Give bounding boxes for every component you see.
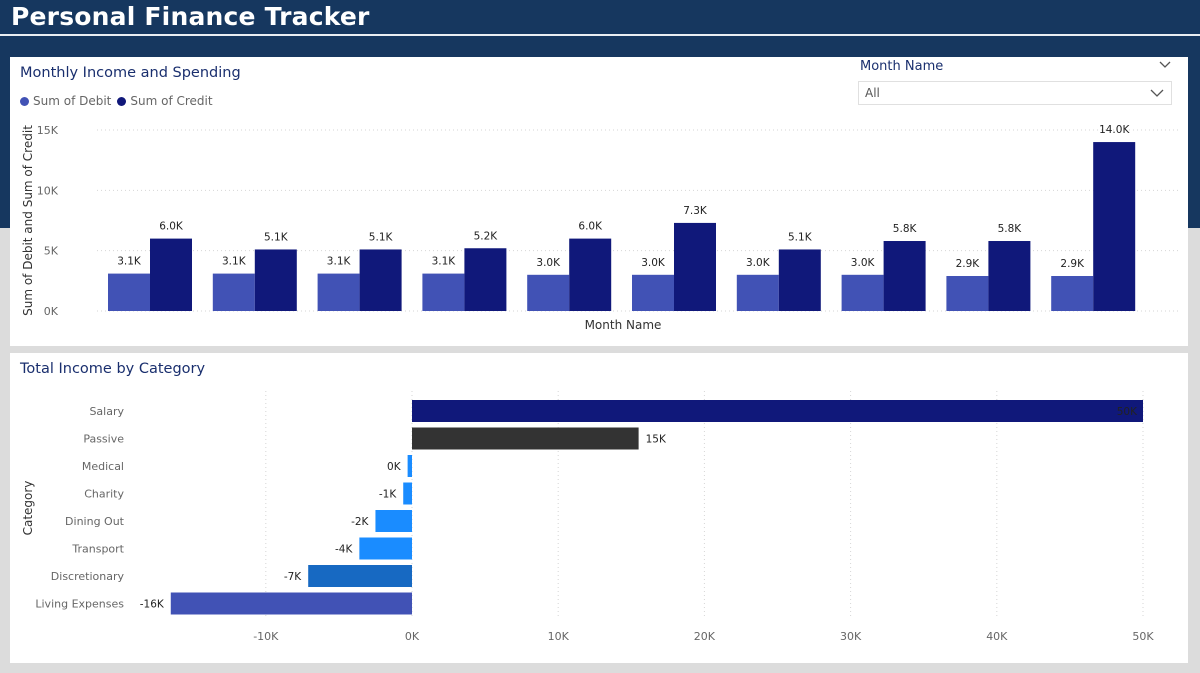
- debit-data-label: 3.0K: [746, 257, 771, 269]
- credit-bar: [988, 241, 1031, 311]
- category-data-label: -1K: [379, 489, 397, 501]
- credit-data-label: 5.1K: [264, 231, 289, 243]
- category-data-label: 0K: [387, 461, 402, 473]
- x-tick-label: 20K: [694, 630, 716, 643]
- y-tick-label: 0K: [44, 305, 59, 318]
- credit-bar: [674, 222, 716, 311]
- category-label: Salary: [89, 405, 124, 418]
- credit-data-label: 5.1K: [788, 231, 813, 243]
- x-tick-label: 40K: [986, 630, 1008, 643]
- month-slicer-dropdown[interactable]: All: [858, 81, 1172, 105]
- legend-swatch-debit: [20, 96, 29, 106]
- y-axis-title: Sum of Debit and Sum of Credit: [21, 125, 35, 316]
- monthly-chart-title: Monthly Income and Spending: [20, 65, 241, 81]
- credit-bar: [883, 241, 926, 311]
- month-slicer-label: Month Name: [860, 59, 944, 74]
- chevron-down-icon: [1150, 89, 1164, 97]
- category-bar-chart: -10K 0K 10K 20K 30K 40K 50K Category Salary 50K Pa…: [21, 391, 1154, 643]
- x-tick-label: -10K: [253, 630, 279, 643]
- credit-bar: [1093, 142, 1136, 311]
- category-bar: [308, 565, 412, 587]
- legend-item-debit[interactable]: Sum of Debit: [20, 94, 111, 108]
- credit-data-label: 7.3K: [683, 205, 708, 217]
- credit-bar: [359, 249, 402, 311]
- credit-bar: [254, 249, 297, 311]
- debit-data-label: 3.1K: [117, 256, 142, 268]
- category-bar: [170, 592, 412, 615]
- debit-data-label: 2.9K: [956, 258, 981, 270]
- legend-label-credit: Sum of Credit: [130, 94, 213, 108]
- monthly-chart-legend: Sum of Debit Sum of Credit: [20, 94, 219, 108]
- y-tick-label: 15K: [37, 124, 59, 137]
- debit-bar: [212, 273, 255, 311]
- credit-bar: [569, 238, 612, 311]
- debit-bar: [527, 274, 570, 311]
- debit-bar: [841, 274, 884, 311]
- legend-item-credit[interactable]: Sum of Credit: [117, 94, 213, 108]
- credit-data-label: 5.8K: [998, 223, 1023, 235]
- category-label: Discretionary: [51, 570, 125, 583]
- debit-bar: [1051, 276, 1094, 311]
- category-label: Transport: [71, 543, 124, 556]
- category-data-label: -4K: [335, 544, 353, 556]
- debit-bar: [317, 273, 360, 311]
- credit-data-label: 5.1K: [369, 231, 394, 243]
- credit-data-label: 6.0K: [159, 221, 184, 233]
- category-data-label: -7K: [284, 571, 302, 583]
- category-bar: [412, 400, 1143, 422]
- debit-data-label: 3.1K: [432, 256, 457, 268]
- credit-data-label: 14.0K: [1099, 124, 1130, 136]
- category-bar: [407, 455, 412, 477]
- debit-data-label: 3.0K: [536, 257, 561, 269]
- category-label: Medical: [82, 460, 124, 473]
- category-bar: [375, 510, 412, 532]
- credit-data-label: 6.0K: [578, 221, 603, 233]
- category-data-label: 15K: [646, 434, 667, 446]
- debit-data-label: 3.0K: [851, 257, 876, 269]
- credit-bar: [464, 248, 507, 311]
- slicer-collapse-chevron-icon[interactable]: [1158, 57, 1172, 71]
- category-bar: [412, 427, 639, 450]
- debit-bar: [108, 273, 150, 311]
- x-tick-label: 30K: [840, 630, 862, 643]
- legend-swatch-credit: [117, 96, 127, 106]
- legend-label-debit: Sum of Debit: [33, 94, 112, 108]
- category-label: Living Expenses: [35, 598, 124, 611]
- category-bar: [403, 482, 412, 505]
- x-tick-label: 0K: [405, 630, 420, 643]
- credit-bar: [150, 238, 192, 311]
- category-data-label: -2K: [351, 516, 369, 528]
- category-label: Dining Out: [65, 515, 125, 528]
- category-data-label: 50K: [1117, 406, 1138, 418]
- y-tick-label: 10K: [37, 184, 59, 197]
- credit-data-label: 5.8K: [893, 223, 918, 235]
- x-axis-title: Month Name: [585, 318, 662, 332]
- category-chart-panel: Total Income by Category -10K 0K 10K 20K 30K…: [10, 353, 1188, 663]
- debit-bar: [422, 273, 465, 311]
- debit-data-label: 3.0K: [641, 257, 666, 269]
- monthly-chart-panel: Monthly Income and Spending Sum of Debit…: [10, 57, 1188, 346]
- category-bar: [359, 537, 412, 560]
- debit-bar: [946, 276, 989, 311]
- debit-data-label: 3.1K: [222, 256, 247, 268]
- category-chart-title: Total Income by Category: [20, 361, 206, 377]
- debit-data-label: 3.1K: [327, 256, 352, 268]
- page-title: Personal Finance Tracker: [11, 2, 370, 31]
- x-tick-label: 50K: [1132, 630, 1154, 643]
- title-divider: [0, 34, 1200, 36]
- y-tick-label: 5K: [44, 245, 59, 258]
- category-data-label: -16K: [140, 599, 165, 611]
- x-tick-label: 10K: [548, 630, 570, 643]
- debit-bar: [632, 274, 674, 311]
- category-label: Charity: [84, 488, 124, 501]
- debit-data-label: 2.9K: [1060, 258, 1085, 270]
- credit-bar: [778, 249, 821, 311]
- y-axis-title: Category: [21, 481, 35, 536]
- debit-bar: [736, 274, 779, 311]
- month-slicer-value: All: [865, 86, 880, 100]
- category-label: Passive: [83, 433, 124, 446]
- credit-data-label: 5.2K: [474, 230, 499, 242]
